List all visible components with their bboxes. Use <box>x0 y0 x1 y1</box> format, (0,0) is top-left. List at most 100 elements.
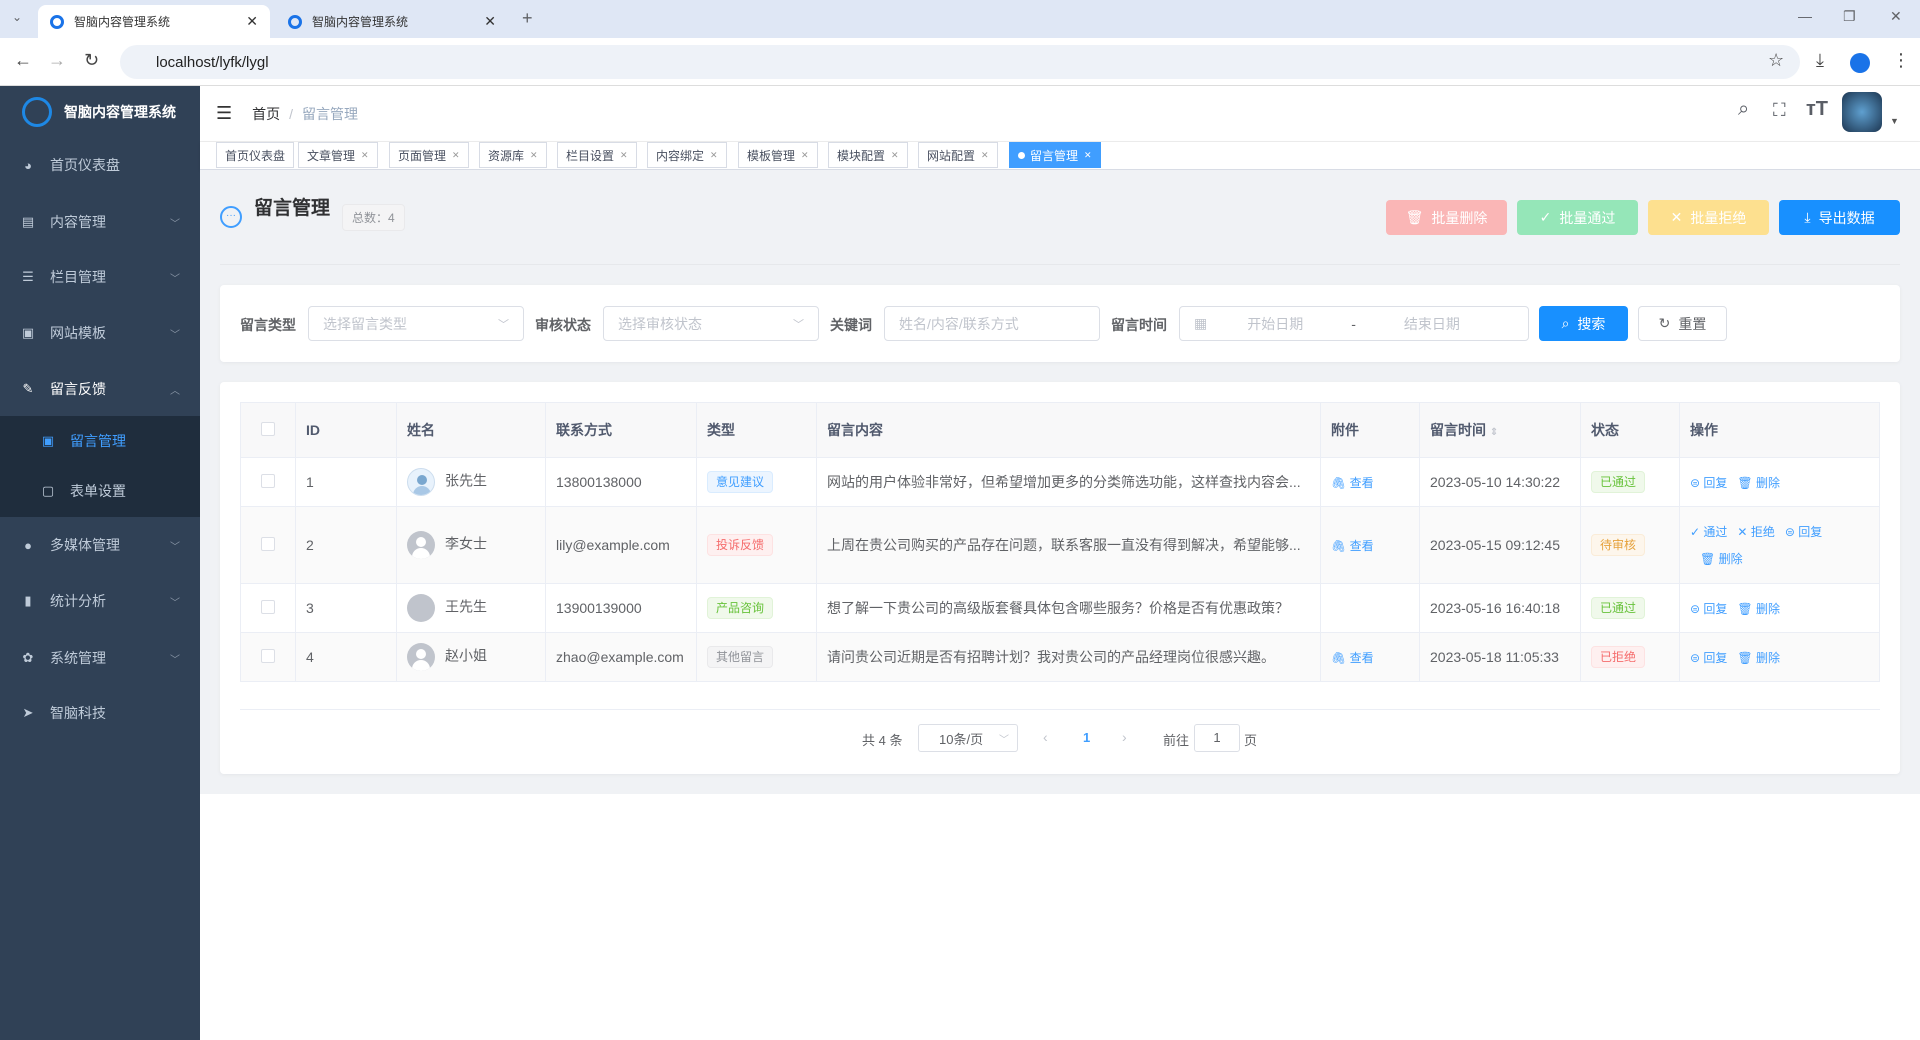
table-row[interactable]: 4 赵小姐 zhao@example.com 其他留言 请问贵公司近期是否有招聘… <box>240 632 1880 682</box>
close-tab-icon[interactable]: ✕ <box>246 13 258 29</box>
date-range-picker[interactable]: ▦ 开始日期 - 结束日期 <box>1179 306 1529 341</box>
reply-action[interactable]: ⊜ 回复 <box>1690 476 1727 490</box>
close-icon[interactable]: ✕ <box>1084 149 1092 160</box>
table-row[interactable]: 2 李女士 lily@example.com 投诉反馈 上周在贵公司购买的产品存… <box>240 506 1880 584</box>
profile-icon[interactable] <box>1850 53 1870 73</box>
view-attachment-link[interactable]: 🖇︎ 查看 <box>1331 651 1374 665</box>
close-icon[interactable]: ✕ <box>530 149 538 160</box>
sidebar-item-system[interactable]: ✿ 系统管理 ﹀ <box>0 630 200 686</box>
type-select[interactable]: 选择留言类型 ﹀ <box>308 306 524 341</box>
keyword-input[interactable]: 姓名/内容/联系方式 <box>884 306 1100 341</box>
next-page-icon[interactable]: › <box>1122 729 1127 745</box>
sidebar-item-templates[interactable]: ▣ 网站模板 ﹀ <box>0 305 200 361</box>
breadcrumb-home[interactable]: 首页 <box>252 105 281 122</box>
tag-item[interactable]: 模块配置 ✕ <box>828 142 908 168</box>
trash-icon: 🗑︎ <box>1405 209 1424 225</box>
sidebar-item-message-management[interactable]: ▣ 留言管理 <box>0 416 200 466</box>
table-row[interactable]: 3 王先生 13900139000 产品咨询 想了解一下贵公司的高级版套餐具体包… <box>240 583 1880 633</box>
sidebar-item-columns[interactable]: ☰ 栏目管理 ﹀ <box>0 249 200 305</box>
batch-approve-button[interactable]: ✓ 批量通过 <box>1517 200 1638 235</box>
restore-icon[interactable]: ❐ <box>1843 8 1856 24</box>
row-checkbox[interactable] <box>261 599 275 614</box>
back-icon[interactable]: ← <box>14 50 32 70</box>
font-size-icon[interactable]: тT <box>1806 98 1829 120</box>
close-window-icon[interactable]: ✕ <box>1890 8 1902 24</box>
sort-icon[interactable]: ⇕ <box>1489 427 1499 438</box>
paperclip-icon: 🖇︎ <box>1331 475 1347 490</box>
search-icon[interactable]: ⌕ <box>1738 98 1750 120</box>
select-all-checkbox[interactable] <box>261 421 275 436</box>
row-checkbox[interactable] <box>261 648 275 663</box>
column-header-sortable[interactable]: 留言时间 ⇕ <box>1419 402 1581 458</box>
status-select[interactable]: 选择审核状态 ﹀ <box>603 306 819 341</box>
reload-icon[interactable]: ↻ <box>84 50 100 70</box>
close-icon[interactable]: ✕ <box>620 149 628 160</box>
url-input[interactable]: localhost/lyfk/lygl <box>120 45 1800 79</box>
tag-item[interactable]: 资源库 ✕ <box>479 142 547 168</box>
tag-item[interactable]: 页面管理 ✕ <box>389 142 469 168</box>
star-icon[interactable]: ☆ <box>1768 50 1785 70</box>
app-logo[interactable]: 智脑内容管理系统 <box>0 86 200 138</box>
page-number-current[interactable]: 1 <box>1083 730 1091 745</box>
sidebar-item-company[interactable]: ➤ 智脑科技 <box>0 685 200 741</box>
tag-item[interactable]: 内容绑定 ✕ <box>647 142 727 168</box>
prev-page-icon[interactable]: ‹ <box>1043 729 1048 745</box>
close-icon[interactable]: ✕ <box>361 149 369 160</box>
batch-reject-button[interactable]: ✕ 批量拒绝 <box>1648 200 1769 235</box>
reset-button[interactable]: ↻ 重置 <box>1638 306 1727 341</box>
caret-down-icon[interactable]: ▼ <box>1890 116 1899 126</box>
button-label: 批量拒绝 <box>1690 209 1747 226</box>
new-tab-icon[interactable]: + <box>522 8 533 28</box>
table-row[interactable]: 1 张先生 13800138000 意见建议 网站的用户体验非常好，但希望增加更… <box>240 457 1880 507</box>
tag-item[interactable]: 网站配置 ✕ <box>918 142 998 168</box>
tag-dashboard[interactable]: 首页仪表盘 <box>216 142 295 168</box>
sidebar-item-media[interactable]: ● 多媒体管理 ﹀ <box>0 517 200 573</box>
close-icon[interactable]: ✕ <box>452 149 460 160</box>
sidebar-item-content[interactable]: ▤ 内容管理 ﹀ <box>0 194 200 250</box>
close-icon[interactable]: ✕ <box>981 149 989 160</box>
form-icon: ▢ <box>41 483 55 498</box>
avatar[interactable] <box>1842 92 1882 132</box>
page-size-select[interactable]: 10条/页 ﹀ <box>918 724 1018 752</box>
batch-delete-button[interactable]: 🗑︎ 批量删除 <box>1386 200 1507 235</box>
top-navbar: ☰ 首页 / 留言管理 <box>200 86 1920 142</box>
close-icon[interactable]: ✕ <box>801 149 809 160</box>
check-action[interactable]: ✓ 通过 <box>1690 525 1727 539</box>
minimize-icon[interactable]: — <box>1798 8 1812 24</box>
tag-item[interactable]: 文章管理 ✕ <box>298 142 378 168</box>
close-icon[interactable]: ✕ <box>891 149 899 160</box>
view-attachment-link[interactable]: 🖇︎ 查看 <box>1331 476 1374 490</box>
close-action[interactable]: ✕ 拒绝 <box>1737 525 1774 539</box>
tag-item[interactable]: 模板管理 ✕ <box>738 142 818 168</box>
sidebar-item-statistics[interactable]: ▮ 统计分析 ﹀ <box>0 573 200 629</box>
reply-action[interactable]: ⊜ 回复 <box>1690 602 1727 616</box>
reply-action[interactable]: ⊜ 回复 <box>1785 525 1822 539</box>
browser-tab[interactable]: 智脑内容管理系统 ✕ <box>276 5 508 38</box>
row-checkbox[interactable] <box>261 536 275 551</box>
browser-tab[interactable]: 智脑内容管理系统 ✕ <box>38 5 270 38</box>
trash-action[interactable]: 🗑︎ 删除 <box>1737 476 1780 490</box>
tab-list-icon[interactable]: ⌄ <box>12 10 23 24</box>
reply-action[interactable]: ⊜ 回复 <box>1690 651 1727 665</box>
column-header: 类型 <box>696 402 817 458</box>
forward-icon[interactable]: → <box>48 50 66 70</box>
row-checkbox[interactable] <box>261 473 275 488</box>
search-button[interactable]: ⌕ 搜索 <box>1539 306 1628 341</box>
export-button[interactable]: ⤓ 导出数据 <box>1779 200 1900 235</box>
tag-item-active[interactable]: 留言管理 ✕ <box>1009 142 1101 168</box>
close-icon[interactable]: ✕ <box>710 149 718 160</box>
sidebar-item-feedback[interactable]: ✎ 留言反馈 ︿ <box>0 361 200 417</box>
close-tab-icon[interactable]: ✕ <box>484 13 496 29</box>
menu-icon[interactable]: ⋮ <box>1892 50 1910 70</box>
trash-action[interactable]: 🗑︎ 删除 <box>1737 602 1780 616</box>
view-attachment-link[interactable]: 🖇︎ 查看 <box>1331 539 1374 553</box>
goto-page-input[interactable]: 1 <box>1194 724 1240 752</box>
download-icon[interactable]: ⤓ <box>1816 50 1824 70</box>
fullscreen-icon[interactable]: ⛶ <box>1773 100 1786 120</box>
hamburger-icon[interactable]: ☰ <box>216 103 233 123</box>
trash-action[interactable]: 🗑︎ 删除 <box>1737 651 1780 665</box>
trash-action[interactable]: 🗑︎ 删除 <box>1700 552 1743 566</box>
tag-item[interactable]: 栏目设置 ✕ <box>557 142 637 168</box>
sidebar-item-form-settings[interactable]: ▢ 表单设置 <box>0 466 200 516</box>
sidebar-item-dashboard[interactable]: ◕ 首页仪表盘 <box>0 137 200 193</box>
